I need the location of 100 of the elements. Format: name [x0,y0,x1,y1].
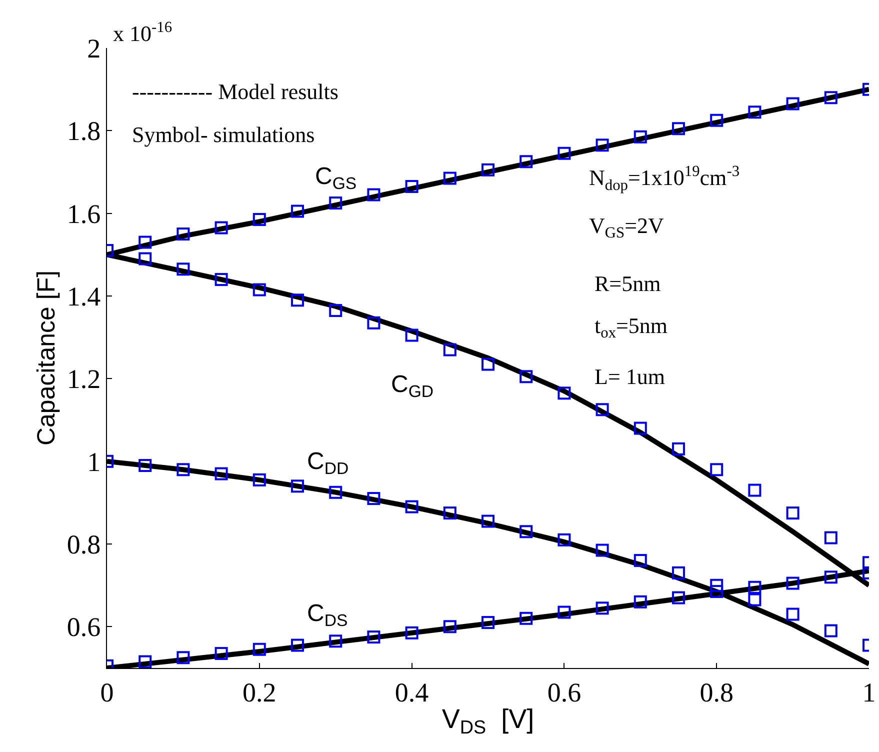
point [748,580,762,594]
point [824,91,838,104]
point [520,370,533,384]
point [786,608,800,621]
y-axis-title: Capacitance [F] [32,270,61,446]
point [482,358,494,371]
point [329,634,342,648]
annotation: ----------- Model results [132,79,338,104]
point [405,180,418,193]
x-tick-label: 0.8 [700,677,734,708]
x-tick-label: 0.6 [547,677,582,708]
y-tick-label: 1 [87,446,101,477]
point [138,655,152,668]
point [786,576,800,590]
annotation: C$_{DS}$ [307,600,348,630]
point [443,506,456,520]
point [291,294,304,307]
point [252,213,266,226]
point [710,463,724,476]
x-tick-label: 0 [100,677,114,708]
y-tick-label: 1.8 [66,116,101,146]
point [367,630,380,644]
point [214,221,228,234]
point [367,188,380,202]
annotation: V$_{GS}$=2V [589,213,664,242]
y-tick-label: 1.6 [66,198,101,229]
point [710,578,724,592]
annotation: L= 1um [589,364,665,389]
point [748,106,762,119]
point [443,172,456,185]
point [520,525,533,538]
point [672,591,685,604]
point [634,130,647,144]
point [786,506,800,520]
point [634,422,647,435]
point [824,570,838,584]
annotation: Symbol- simulations [132,122,315,147]
annotation: t$_{ox}$=5nm [589,313,668,342]
point [176,228,190,240]
annotation: N$_{dop}$=1x10$^{19}$cm$^{-3}$ [589,163,740,194]
point [710,114,724,127]
point [405,328,418,342]
x-tick-label: 0.4 [394,677,430,708]
point [176,463,190,476]
point [443,620,456,634]
point [482,616,494,630]
point [634,554,647,568]
point [824,531,838,544]
x-tick-label: 1 [862,677,876,708]
point [786,97,800,110]
point [558,606,571,619]
point [672,566,685,580]
point [214,272,228,286]
point [710,585,724,598]
y-tick-label: 1.4 [66,281,102,312]
point [596,602,609,615]
point [520,612,533,625]
annotation: C$_{DD}$ [307,448,349,478]
point [329,304,342,317]
annotation: C$_{GS}$ [315,163,357,194]
point [138,252,152,266]
point [443,343,456,356]
point [138,236,152,249]
point [634,595,647,608]
point [558,386,571,400]
point [558,146,571,160]
point [596,403,609,416]
point [596,138,609,152]
point [824,624,838,638]
point [329,486,342,499]
point [252,642,266,656]
point [291,480,304,493]
y-tick-label: 0.6 [66,612,101,642]
annotation: R=5nm [589,271,661,296]
y-tick-label: 0.8 [66,529,101,560]
point [291,204,304,218]
x-axis-title: V$_{DS}$ [V] [442,704,534,738]
point [252,473,266,486]
y-tick-label: 1.2 [66,364,101,394]
point [482,514,494,528]
point [748,484,762,497]
point [558,533,571,546]
point [482,163,494,176]
point [672,442,685,456]
point [672,122,685,136]
annotation: C$_{GD}$ [391,371,434,402]
point [596,544,609,557]
point [214,467,228,480]
point [291,638,304,652]
x-tick-label: 0.2 [242,677,276,708]
point [176,262,190,276]
y-tick-label: 2 [87,33,101,64]
point [367,492,380,506]
point [214,647,228,660]
point [520,155,533,168]
point [176,651,190,664]
point [405,626,418,640]
point [405,500,418,514]
point [367,316,380,330]
point [252,283,266,296]
